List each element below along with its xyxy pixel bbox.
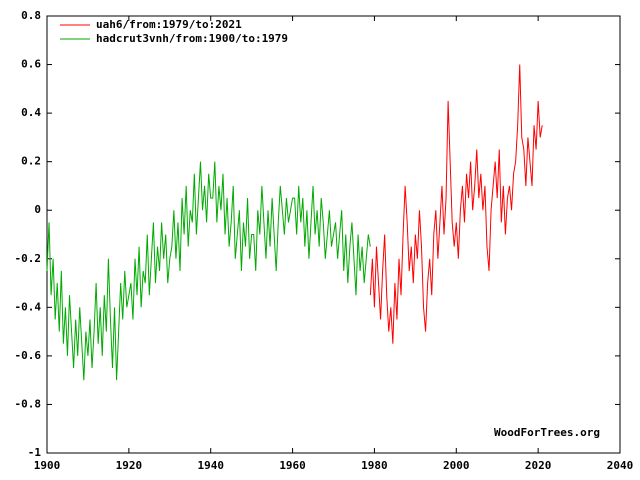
legend-label: uah6/from:1979/to:2021 bbox=[96, 18, 242, 31]
x-tick-label: 2020 bbox=[525, 459, 552, 472]
y-tick-label: 0.2 bbox=[21, 155, 41, 168]
series-line bbox=[46, 161, 371, 381]
x-tick-label: 1960 bbox=[279, 459, 306, 472]
x-tick-label: 2000 bbox=[443, 459, 470, 472]
y-tick-label: -1 bbox=[28, 446, 42, 459]
plot-frame bbox=[46, 15, 621, 454]
x-tick-label: 2040 bbox=[607, 459, 634, 472]
series-line bbox=[369, 64, 543, 344]
y-tick-label: -0.6 bbox=[15, 349, 42, 362]
y-tick-label: 0.6 bbox=[21, 58, 41, 71]
x-tick-label: 1940 bbox=[197, 459, 224, 472]
y-tick-label: 0.8 bbox=[21, 9, 41, 22]
watermark: WoodForTrees.org bbox=[494, 426, 600, 439]
y-tick-label: 0.4 bbox=[21, 106, 41, 119]
x-tick-label: 1920 bbox=[116, 459, 143, 472]
y-tick-label: 0 bbox=[34, 203, 41, 216]
legend-label: hadcrut3vnh/from:1900/to:1979 bbox=[96, 32, 288, 45]
y-tick-label: -0.2 bbox=[15, 252, 42, 265]
x-tick-label: 1980 bbox=[361, 459, 388, 472]
y-tick-label: -0.8 bbox=[15, 397, 42, 410]
x-tick-label: 1900 bbox=[34, 459, 61, 472]
y-tick-label: -0.4 bbox=[15, 300, 42, 313]
